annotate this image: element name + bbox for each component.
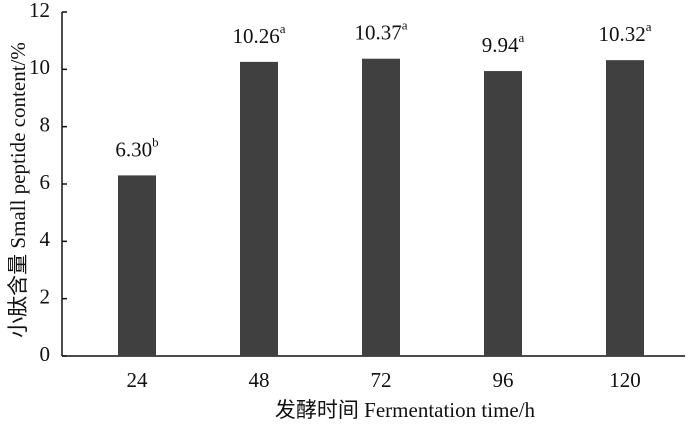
x-tick-label: 72 xyxy=(371,368,392,392)
x-tick-label: 96 xyxy=(493,368,514,392)
value-label: 9.94a xyxy=(482,30,525,57)
y-tick-label: 12 xyxy=(29,0,50,22)
value-label-number: 10.37 xyxy=(354,21,401,45)
bar xyxy=(606,60,644,356)
significance-letter: a xyxy=(518,30,524,45)
x-axis-label: 发酵时间 Fermentation time/h xyxy=(275,398,536,422)
value-label: 10.32a xyxy=(598,19,651,46)
bar xyxy=(484,71,522,356)
x-tick-label: 48 xyxy=(249,368,270,392)
value-label-number: 10.26 xyxy=(232,24,279,48)
bar xyxy=(240,61,278,356)
significance-letter: a xyxy=(646,19,652,34)
value-label: 6.30b xyxy=(115,134,158,161)
value-label: 10.26a xyxy=(232,21,285,48)
y-axis-label: 小肽含量 Small peptide content/% xyxy=(6,42,30,338)
y-tick-label: 6 xyxy=(40,170,51,194)
value-label-number: 10.32 xyxy=(598,22,645,46)
significance-letter: b xyxy=(152,134,159,149)
x-tick-label: 24 xyxy=(127,368,149,392)
y-tick-label: 0 xyxy=(40,342,51,366)
bar xyxy=(118,175,156,356)
y-tick-label: 2 xyxy=(40,284,51,308)
value-label-number: 6.30 xyxy=(115,137,152,161)
y-tick-label: 10 xyxy=(29,55,50,79)
value-label: 10.37a xyxy=(354,18,407,45)
y-tick-label: 8 xyxy=(40,112,51,136)
significance-letter: a xyxy=(402,18,408,33)
significance-letter: a xyxy=(280,21,286,36)
value-label-number: 9.94 xyxy=(482,33,519,57)
bar xyxy=(362,58,400,357)
y-tick-label: 4 xyxy=(40,227,51,251)
x-tick-label: 120 xyxy=(609,368,641,392)
